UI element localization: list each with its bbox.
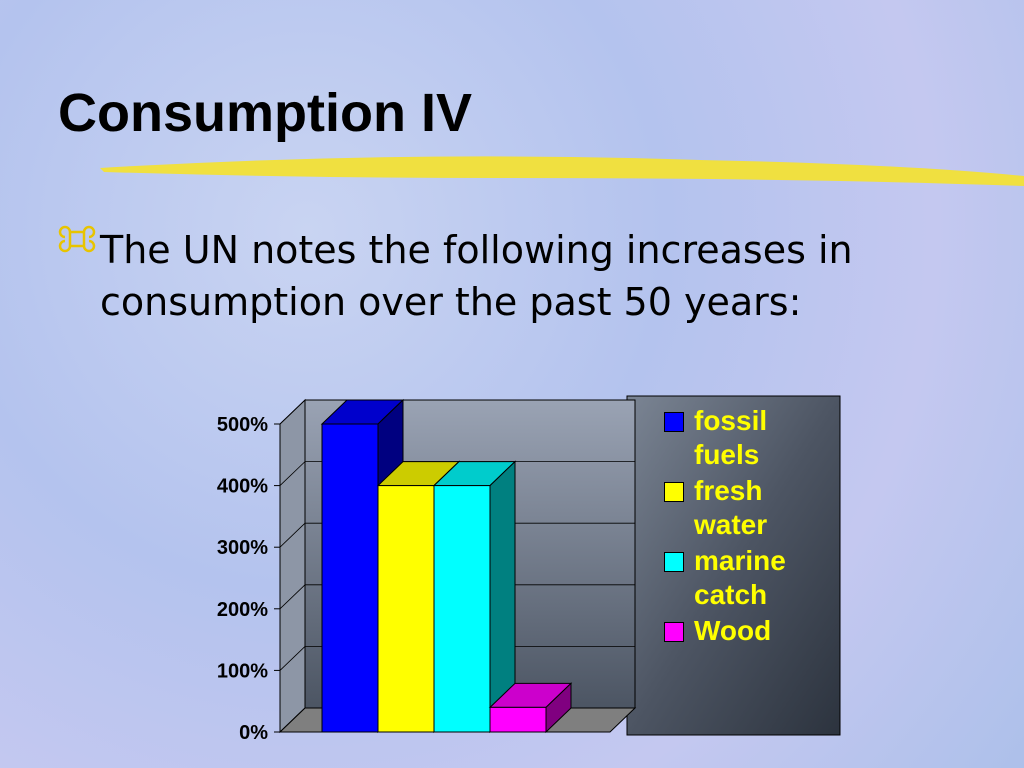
legend-entry: Wood <box>662 614 822 648</box>
bar <box>433 485 491 733</box>
legend-label: Wood <box>694 615 772 646</box>
side-wall <box>279 398 306 734</box>
brush-underline <box>100 156 1024 186</box>
bullet-text: The UN notes the following increases in … <box>100 228 853 324</box>
legend-box <box>626 395 841 736</box>
y-tick-label: 100% <box>217 660 268 682</box>
legend-swatch <box>664 552 684 572</box>
grid-line <box>279 522 635 548</box>
legend-entry: marine catch <box>662 544 822 612</box>
grid-line <box>279 646 635 671</box>
grid-line <box>279 399 635 425</box>
y-tick-label: 200% <box>217 599 268 621</box>
bullet-icon <box>58 225 96 253</box>
y-tick-label: 300% <box>217 537 268 559</box>
grid-line <box>279 584 635 610</box>
legend-label: fossil fuels <box>694 405 768 470</box>
legend-swatch <box>664 482 684 502</box>
legend-swatch <box>664 622 684 642</box>
legend-label: marine catch <box>694 545 786 610</box>
y-tick-label: 500% <box>217 414 268 436</box>
legend-entry: fresh water <box>662 474 822 542</box>
legend-label: fresh water <box>694 475 768 540</box>
y-tick-label: 400% <box>217 476 268 498</box>
legend: fossil fuels fresh water marine catch Wood <box>662 404 822 650</box>
grid-line <box>279 461 635 486</box>
bar <box>377 485 435 733</box>
bar <box>489 706 547 733</box>
y-tick-label: 0% <box>239 722 268 744</box>
legend-swatch <box>664 412 684 432</box>
legend-entry: fossil fuels <box>662 404 822 472</box>
slide-title: Consumption IV <box>58 83 472 143</box>
bar <box>321 423 379 733</box>
